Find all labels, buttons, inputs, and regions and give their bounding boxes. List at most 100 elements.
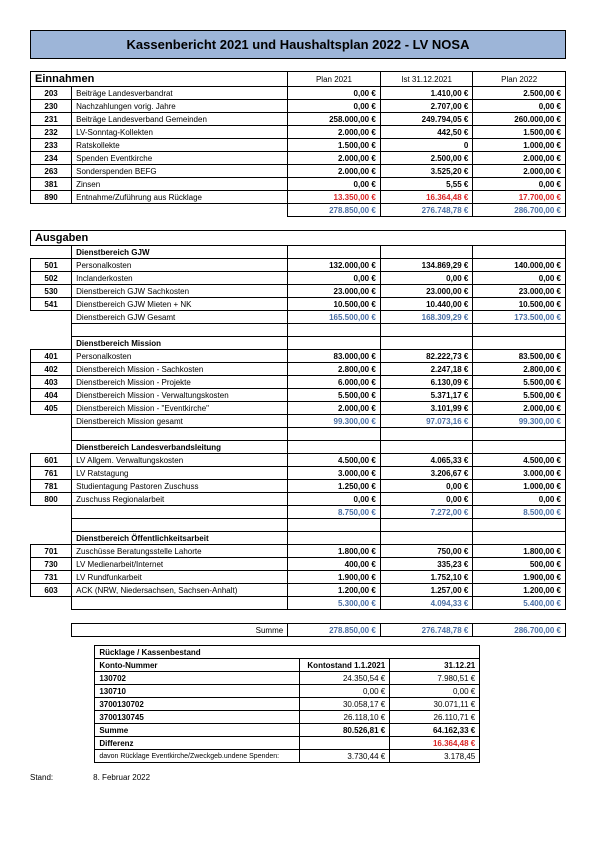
row-c2: 3.206,67 € bbox=[380, 467, 473, 480]
row-c3: 2.000,00 € bbox=[473, 165, 566, 178]
row-c1: 6.000,00 € bbox=[288, 376, 381, 389]
row-label: Zuschuss Regionalarbeit bbox=[72, 493, 288, 506]
konto-c3: 7.980,51 € bbox=[390, 672, 480, 685]
subtotal-label bbox=[72, 597, 288, 610]
row-c3: 1.000,00 € bbox=[473, 480, 566, 493]
subtotal-c1: 8.750,00 € bbox=[288, 506, 381, 519]
row-code: 800 bbox=[31, 493, 72, 506]
summe-label: Summe bbox=[72, 624, 288, 637]
row-label: Personalkosten bbox=[72, 350, 288, 363]
row-c3: 0,00 € bbox=[473, 178, 566, 191]
konto-c2: 0,00 € bbox=[300, 685, 390, 698]
row-c1: 2.800,00 € bbox=[288, 363, 381, 376]
row-c2: 3.101,99 € bbox=[380, 402, 473, 415]
konto-diff-label: Differenz bbox=[95, 737, 300, 750]
row-code: 203 bbox=[31, 87, 72, 100]
row-code: 601 bbox=[31, 454, 72, 467]
einnahmen-title: Einnahmen bbox=[31, 72, 288, 87]
row-label: Zinsen bbox=[72, 178, 288, 191]
stand-label: Stand: bbox=[30, 773, 53, 782]
row-label: Dienstbereich Mission - Sachkosten bbox=[72, 363, 288, 376]
konto-num: 3700130745 bbox=[95, 711, 300, 724]
subtotal-label: Dienstbereich Mission gesamt bbox=[72, 415, 288, 428]
row-label: LV Ratstagung bbox=[72, 467, 288, 480]
konto-davon-c2: 3.730,44 € bbox=[300, 750, 390, 763]
row-label: Dienstbereich Mission - Projekte bbox=[72, 376, 288, 389]
subtotal-c2: 97.073,16 € bbox=[380, 415, 473, 428]
row-code: 233 bbox=[31, 139, 72, 152]
row-c2: 335,23 € bbox=[380, 558, 473, 571]
row-c1: 2.000,00 € bbox=[288, 402, 381, 415]
row-c1: 13.350,00 € bbox=[288, 191, 381, 204]
row-code: 501 bbox=[31, 259, 72, 272]
row-c1: 23.000,00 € bbox=[288, 285, 381, 298]
col-plan2022: Plan 2022 bbox=[473, 72, 566, 87]
row-label: Sonderspenden BEFG bbox=[72, 165, 288, 178]
row-c2: 2.707,00 € bbox=[380, 100, 473, 113]
row-c3: 2.500,00 € bbox=[473, 87, 566, 100]
row-c3: 500,00 € bbox=[473, 558, 566, 571]
row-c3: 140.000,00 € bbox=[473, 259, 566, 272]
row-label: LV-Sonntag-Kollekten bbox=[72, 126, 288, 139]
row-c2: 0,00 € bbox=[380, 493, 473, 506]
col-ist2021: Ist 31.12.2021 bbox=[380, 72, 473, 87]
row-c3: 1.900,00 € bbox=[473, 571, 566, 584]
row-c1: 83.000,00 € bbox=[288, 350, 381, 363]
konto-c3: 0,00 € bbox=[390, 685, 480, 698]
konto-summe-c3: 64.162,33 € bbox=[390, 724, 480, 737]
subtotal-c3: 99.300,00 € bbox=[473, 415, 566, 428]
summe-c2: 276.748,78 € bbox=[380, 624, 473, 637]
row-code: 530 bbox=[31, 285, 72, 298]
konto-num: 130702 bbox=[95, 672, 300, 685]
group-header: Dienstbereich Landesverbandsleitung bbox=[72, 441, 288, 454]
group-header: Dienstbereich Öffentlichkeitsarbeit bbox=[72, 532, 288, 545]
row-c2: 750,00 € bbox=[380, 545, 473, 558]
row-c2: 16.364,48 € bbox=[380, 191, 473, 204]
row-code: 890 bbox=[31, 191, 72, 204]
row-code: 231 bbox=[31, 113, 72, 126]
row-c3: 1.200,00 € bbox=[473, 584, 566, 597]
row-c1: 1.500,00 € bbox=[288, 139, 381, 152]
konto-h3: 31.12.21 bbox=[390, 659, 480, 672]
row-c3: 2.000,00 € bbox=[473, 402, 566, 415]
row-c2: 5,55 € bbox=[380, 178, 473, 191]
row-label: Beiträge Landesverbandrat bbox=[72, 87, 288, 100]
row-c1: 2.000,00 € bbox=[288, 126, 381, 139]
row-c1: 132.000,00 € bbox=[288, 259, 381, 272]
row-label: Nachzahlungen vorig. Jahre bbox=[72, 100, 288, 113]
row-c3: 5.500,00 € bbox=[473, 376, 566, 389]
row-code: 381 bbox=[31, 178, 72, 191]
konto-h2: Kontostand 1.1.2021 bbox=[300, 659, 390, 672]
row-c1: 258.000,00 € bbox=[288, 113, 381, 126]
row-label: LV Medienarbeit/Internet bbox=[72, 558, 288, 571]
row-code: 403 bbox=[31, 376, 72, 389]
row-label: LV Allgem. Verwaltungskosten bbox=[72, 454, 288, 467]
row-label: Studientagung Pastoren Zuschuss bbox=[72, 480, 288, 493]
row-c1: 0,00 € bbox=[288, 178, 381, 191]
row-c2: 0,00 € bbox=[380, 480, 473, 493]
row-c3: 0,00 € bbox=[473, 100, 566, 113]
row-c2: 6.130,09 € bbox=[380, 376, 473, 389]
row-code: 603 bbox=[31, 584, 72, 597]
row-label: Dienstbereich Mission - "Eventkirche" bbox=[72, 402, 288, 415]
einnahmen-total-c1: 278.850,00 € bbox=[288, 204, 381, 217]
row-code: 781 bbox=[31, 480, 72, 493]
row-c2: 2.500,00 € bbox=[380, 152, 473, 165]
subtotal-label: Dienstbereich GJW Gesamt bbox=[72, 311, 288, 324]
row-c1: 1.800,00 € bbox=[288, 545, 381, 558]
row-label: Ratskollekte bbox=[72, 139, 288, 152]
row-label: Zuschüsse Beratungsstelle Lahorte bbox=[72, 545, 288, 558]
konto-davon-c3: 3.178,45 bbox=[390, 750, 480, 763]
row-c1: 1.900,00 € bbox=[288, 571, 381, 584]
subtotal-c1: 99.300,00 € bbox=[288, 415, 381, 428]
row-c3: 1.500,00 € bbox=[473, 126, 566, 139]
row-label: ACK (NRW, Niedersachsen, Sachsen-Anhalt) bbox=[72, 584, 288, 597]
title-bar: Kassenbericht 2021 und Haushaltsplan 202… bbox=[30, 30, 566, 59]
row-c1: 0,00 € bbox=[288, 100, 381, 113]
subtotal-c1: 165.500,00 € bbox=[288, 311, 381, 324]
row-c3: 2.000,00 € bbox=[473, 152, 566, 165]
row-code: 404 bbox=[31, 389, 72, 402]
row-label: Personalkosten bbox=[72, 259, 288, 272]
konto-c3: 30.071,11 € bbox=[390, 698, 480, 711]
row-c3: 3.000,00 € bbox=[473, 467, 566, 480]
